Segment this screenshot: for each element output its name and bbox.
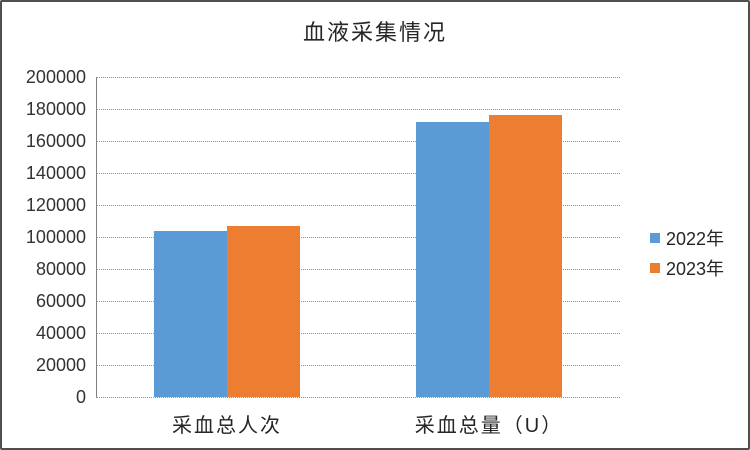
y-tick-label: 140000	[25, 163, 86, 183]
y-tick-label: 20000	[35, 355, 86, 375]
y-tick-label: 160000	[25, 131, 86, 151]
chart-title: 血液采集情况	[302, 20, 447, 45]
y-tick-label: 80000	[35, 259, 86, 279]
gridline	[96, 301, 620, 302]
legend-swatch-icon	[650, 233, 660, 243]
y-tick-label: 120000	[25, 195, 86, 215]
x-category-label: 采血总量（U）	[414, 415, 564, 437]
gridline	[96, 269, 620, 270]
gridline	[96, 109, 620, 110]
legend: 2022年 2023年	[650, 223, 724, 283]
y-tick-label: 40000	[35, 323, 86, 343]
gridline	[96, 333, 620, 334]
bar-2022年-采血总量（U）	[416, 121, 489, 397]
gridline	[96, 173, 620, 174]
gridline	[96, 365, 620, 366]
legend-label: 2022年	[666, 229, 725, 249]
y-tick-label: 60000	[35, 291, 86, 311]
legend-item: 2022年	[650, 223, 724, 253]
gridline	[96, 397, 620, 398]
gridline	[96, 77, 620, 78]
legend-item: 2023年	[650, 253, 724, 283]
bar-2023年-采血总量（U）	[489, 115, 562, 397]
x-category-label: 采血总人次	[172, 415, 282, 437]
y-tick-label: 0	[75, 387, 86, 407]
gridline	[96, 205, 620, 206]
plot-area	[96, 77, 620, 398]
gridline	[96, 237, 620, 238]
y-tick-label: 180000	[25, 99, 86, 119]
y-tick-label: 100000	[25, 227, 86, 247]
legend-label: 2023年	[666, 259, 725, 279]
legend-swatch-icon	[650, 263, 660, 273]
bar-2022年-采血总人次	[154, 230, 227, 397]
bar-2023年-采血总人次	[227, 225, 300, 397]
y-tick-label: 200000	[25, 67, 86, 87]
gridline	[96, 141, 620, 142]
